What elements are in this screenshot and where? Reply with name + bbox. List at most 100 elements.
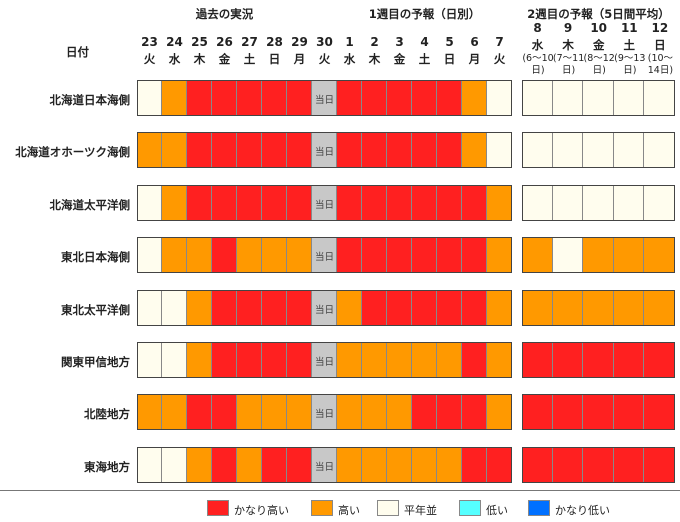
heat-cell-7-5 <box>262 446 287 483</box>
column-day-10: 3 <box>395 35 404 49</box>
column-weekday-5: 日 <box>268 52 281 66</box>
heat-cell-week2-3-2 <box>583 237 614 274</box>
region-label-1: 北海道オホーツク海側 <box>15 145 130 160</box>
heat-cell-0-6 <box>287 80 312 116</box>
legend-swatch-2 <box>377 500 399 516</box>
heat-cell-3-14 <box>487 237 512 274</box>
heat-cell-3-10 <box>387 237 412 274</box>
legend-label-3: 低い <box>486 504 508 517</box>
heat-cell-0-0 <box>137 80 162 116</box>
heat-cell-6-6 <box>287 394 312 431</box>
column-weekday-12: 日 <box>443 52 456 66</box>
heat-cell-5-5 <box>262 342 287 378</box>
heat-cell-2-7 <box>312 184 337 221</box>
heat-cell-6-8 <box>337 394 362 431</box>
legend-label-1: 高い <box>338 504 360 517</box>
heat-cell-4-3 <box>212 289 237 326</box>
heat-cell-week2-1-4 <box>644 132 675 169</box>
column-day-12: 5 <box>445 35 454 49</box>
heat-cell-7-8 <box>337 446 362 483</box>
heat-cell-week2-6-4 <box>644 394 675 431</box>
today-label-4: 当日 <box>314 304 334 316</box>
region-label-4: 東北太平洋側 <box>61 302 130 317</box>
heat-cell-0-10 <box>387 80 412 116</box>
heat-cell-6-4 <box>237 394 262 431</box>
column-day-8: 1 <box>345 35 354 49</box>
heat-cell-3-2 <box>187 237 212 274</box>
region-label-3: 東北日本海側 <box>61 250 130 265</box>
legend-label-2: 平年並 <box>404 504 437 517</box>
heat-cell-week2-4-1 <box>552 289 584 326</box>
column-week2-range-1: (7～11日) <box>552 53 585 76</box>
column-weekday-2: 木 <box>193 52 206 66</box>
column-day-2: 25 <box>191 35 208 49</box>
heat-cell-7-12 <box>437 446 462 483</box>
heat-cell-week2-7-2 <box>583 446 614 483</box>
heat-cell-4-11 <box>412 289 437 326</box>
heat-cell-2-10 <box>387 184 412 221</box>
region-label-6: 北陸地方 <box>84 407 130 422</box>
heat-cell-7-9 <box>362 446 387 483</box>
heat-cell-4-0 <box>137 289 162 326</box>
column-week2-weekday-3: 土 <box>623 38 636 52</box>
heat-cell-4-12 <box>437 289 462 326</box>
heat-cell-4-14 <box>487 289 512 326</box>
heat-cell-0-2 <box>187 80 212 116</box>
heat-cell-0-8 <box>337 80 362 116</box>
heat-cell-week2-5-2 <box>583 342 614 378</box>
heat-cell-1-8 <box>337 132 362 169</box>
column-week2-weekday-4: 日 <box>654 38 666 52</box>
heat-cell-0-1 <box>162 80 187 116</box>
column-day-0: 23 <box>141 35 158 49</box>
heat-cell-0-4 <box>237 80 262 116</box>
heat-cell-1-4 <box>237 132 262 169</box>
today-label-1: 当日 <box>314 147 334 159</box>
heat-cell-3-9 <box>362 237 387 274</box>
heat-cell-6-7 <box>312 394 337 431</box>
heat-cell-1-12 <box>437 132 462 169</box>
heat-cell-4-6 <box>287 289 312 326</box>
heat-cell-2-11 <box>412 184 437 221</box>
heat-cell-6-5 <box>262 394 287 431</box>
heat-cell-week2-2-3 <box>613 184 645 221</box>
heat-cell-1-10 <box>387 132 412 169</box>
heat-cell-week2-6-2 <box>583 394 614 431</box>
heat-cell-week2-4-0 <box>522 289 553 326</box>
heat-cell-6-0 <box>137 394 162 431</box>
heat-cell-week2-0-4 <box>644 80 675 116</box>
heat-cell-5-6 <box>287 342 312 378</box>
heat-cell-week2-7-3 <box>613 446 645 483</box>
today-label-5: 当日 <box>314 357 334 368</box>
column-weekday-1: 水 <box>168 52 181 66</box>
column-day-5: 28 <box>266 35 283 49</box>
heat-cell-7-13 <box>462 446 487 483</box>
heat-cell-week2-5-4 <box>644 342 675 378</box>
heat-cell-5-14 <box>487 342 512 378</box>
column-week2-weekday-0: 水 <box>531 38 544 52</box>
column-day-7: 30 <box>316 35 333 49</box>
today-label-3: 当日 <box>314 252 334 264</box>
heat-cell-6-1 <box>162 394 187 431</box>
heat-cell-6-10 <box>387 394 412 431</box>
heat-cell-3-5 <box>262 237 287 274</box>
region-label-2: 北海道太平洋側 <box>49 197 131 212</box>
heat-cell-7-7 <box>312 446 337 483</box>
heat-cell-3-3 <box>212 237 237 274</box>
heat-cell-week2-5-0 <box>522 342 553 378</box>
heat-cell-week2-7-1 <box>552 446 584 483</box>
heat-cell-week2-2-1 <box>552 184 584 221</box>
heat-cell-6-3 <box>212 394 237 431</box>
today-label-6: 当日 <box>314 409 334 421</box>
heat-cell-7-0 <box>137 446 162 483</box>
heat-cell-week2-4-4 <box>644 289 675 326</box>
column-week2-day-1: 9 <box>563 21 573 35</box>
heat-cell-1-5 <box>262 132 287 169</box>
heat-cell-week2-7-4 <box>644 446 675 483</box>
heat-cell-7-6 <box>287 446 312 483</box>
heat-cell-week2-7-0 <box>522 446 553 483</box>
heat-cell-2-1 <box>162 184 187 221</box>
heat-cell-week2-0-0 <box>522 80 553 116</box>
section-title-week2: 2週目の予報（5日間平均） <box>527 7 670 21</box>
heat-cell-2-13 <box>462 184 487 221</box>
